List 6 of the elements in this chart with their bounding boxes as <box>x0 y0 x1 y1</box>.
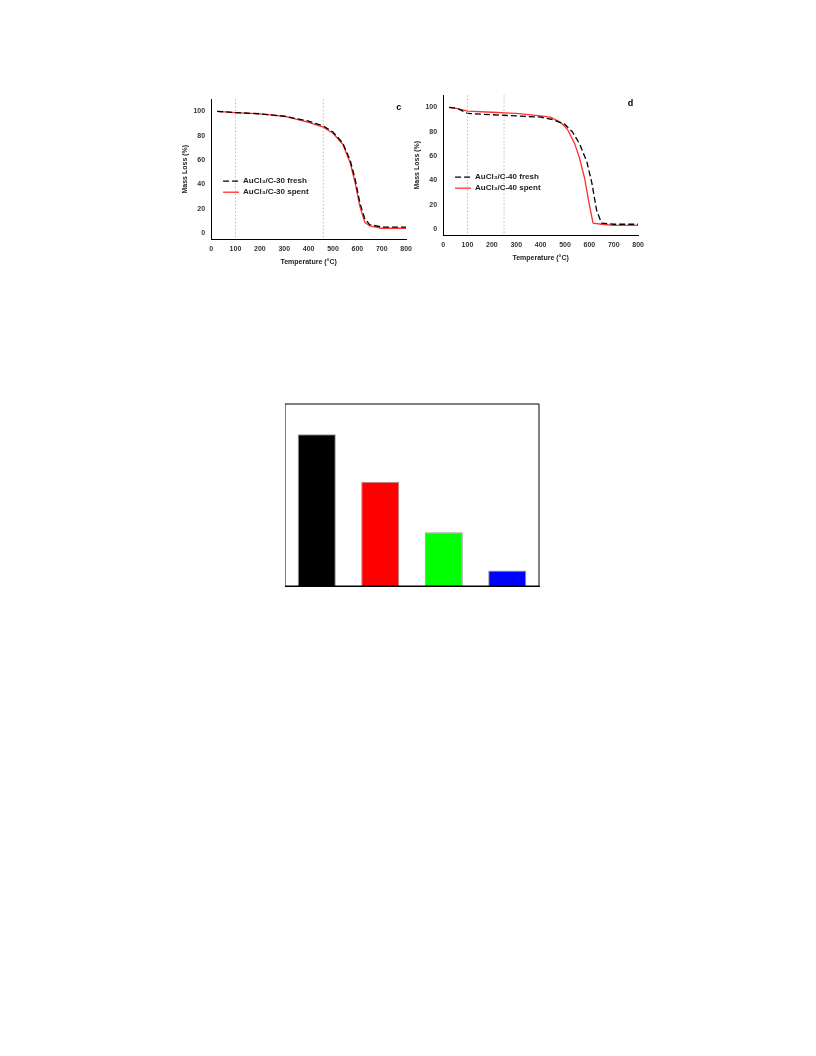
legend-label: AuCl₃/C-40 spent <box>475 183 541 193</box>
legend-label: AuCl₃/C-40 fresh <box>475 172 539 182</box>
legend-label: AuCl₃/C-30 fresh <box>243 176 307 186</box>
legend-label: AuCl₃/C-30 spent <box>243 187 309 197</box>
annotation: d <box>627 98 634 109</box>
annotation: c <box>396 102 402 113</box>
